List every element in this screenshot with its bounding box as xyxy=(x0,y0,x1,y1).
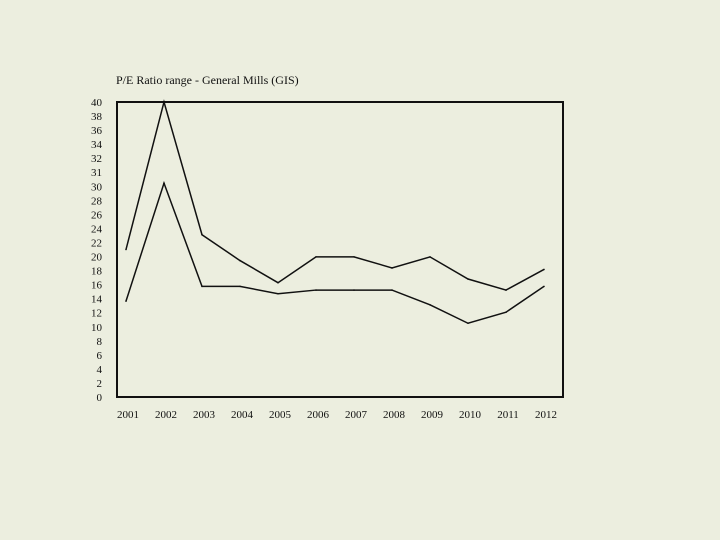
x-tick-label: 2004 xyxy=(231,409,254,421)
x-tick-label: 2007 xyxy=(345,409,368,421)
y-tick-label: 24 xyxy=(91,223,103,235)
y-tick-label: 4 xyxy=(97,364,103,376)
x-tick-label: 2005 xyxy=(269,409,292,421)
y-tick-label: 28 xyxy=(91,195,103,207)
data-point xyxy=(391,267,393,269)
data-point xyxy=(391,289,393,291)
x-tick-label: 2002 xyxy=(155,409,177,421)
y-tick-label: 34 xyxy=(91,139,103,151)
y-tick-label: 0 xyxy=(97,392,103,404)
y-tick-label: 26 xyxy=(91,209,103,221)
data-point xyxy=(201,285,203,288)
x-axis-ticks: 2001 2002 2003 2004 2005 2006 2007 2008 2009 2010… xyxy=(117,409,557,421)
data-point xyxy=(163,182,165,184)
x-tick-label: 2003 xyxy=(193,409,216,421)
y-tick-label: 36 xyxy=(91,125,103,137)
x-tick-label: 2006 xyxy=(307,409,330,421)
x-tick-label: 2011 xyxy=(497,409,519,421)
data-point xyxy=(125,300,127,302)
data-point xyxy=(277,292,279,295)
data-point xyxy=(467,278,469,280)
data-point xyxy=(429,256,431,258)
data-point xyxy=(353,289,355,291)
y-tick-label: 38 xyxy=(91,111,103,123)
data-point xyxy=(429,304,431,306)
plot-area-frame xyxy=(116,101,564,398)
data-point xyxy=(239,285,241,288)
data-point xyxy=(353,256,355,258)
data-point xyxy=(543,268,545,271)
x-tick-label: 2001 xyxy=(117,409,139,421)
x-tick-label: 2010 xyxy=(459,409,482,421)
data-point xyxy=(467,322,469,325)
y-tick-label: 14 xyxy=(91,294,103,306)
y-tick-label: 22 xyxy=(91,237,102,249)
y-tick-label: 31 xyxy=(91,167,102,179)
x-tick-label: 2009 xyxy=(421,409,444,421)
data-point xyxy=(163,101,165,103)
y-tick-label: 16 xyxy=(91,280,103,292)
y-tick-label: 8 xyxy=(97,336,103,348)
data-point xyxy=(239,259,241,262)
data-point xyxy=(505,289,507,291)
y-tick-label: 32 xyxy=(91,153,102,165)
y-tick-label: 30 xyxy=(91,181,103,193)
y-tick-label: 10 xyxy=(91,322,103,334)
data-point xyxy=(315,256,317,258)
x-tick-label: 2012 xyxy=(535,409,557,421)
range-fill-group xyxy=(126,102,544,324)
data-point xyxy=(505,311,507,313)
data-point xyxy=(315,289,317,291)
series-line-low xyxy=(125,180,545,325)
x-tick-label: 2008 xyxy=(383,409,406,421)
series-line-high xyxy=(125,99,545,291)
data-point xyxy=(201,233,203,236)
data-point xyxy=(543,285,545,288)
data-point xyxy=(125,248,127,251)
chart-title: P/E Ratio range - General Mills (GIS) xyxy=(116,73,299,87)
y-tick-label: 18 xyxy=(91,266,103,278)
y-tick-label: 6 xyxy=(97,350,103,362)
series-group xyxy=(125,99,545,325)
y-tick-label: 2 xyxy=(97,378,103,390)
y-tick-label: 12 xyxy=(91,308,102,320)
y-tick-label: 20 xyxy=(91,252,103,264)
pe-range-fill xyxy=(126,102,544,324)
y-tick-label: 40 xyxy=(91,97,103,109)
data-point xyxy=(277,281,279,284)
